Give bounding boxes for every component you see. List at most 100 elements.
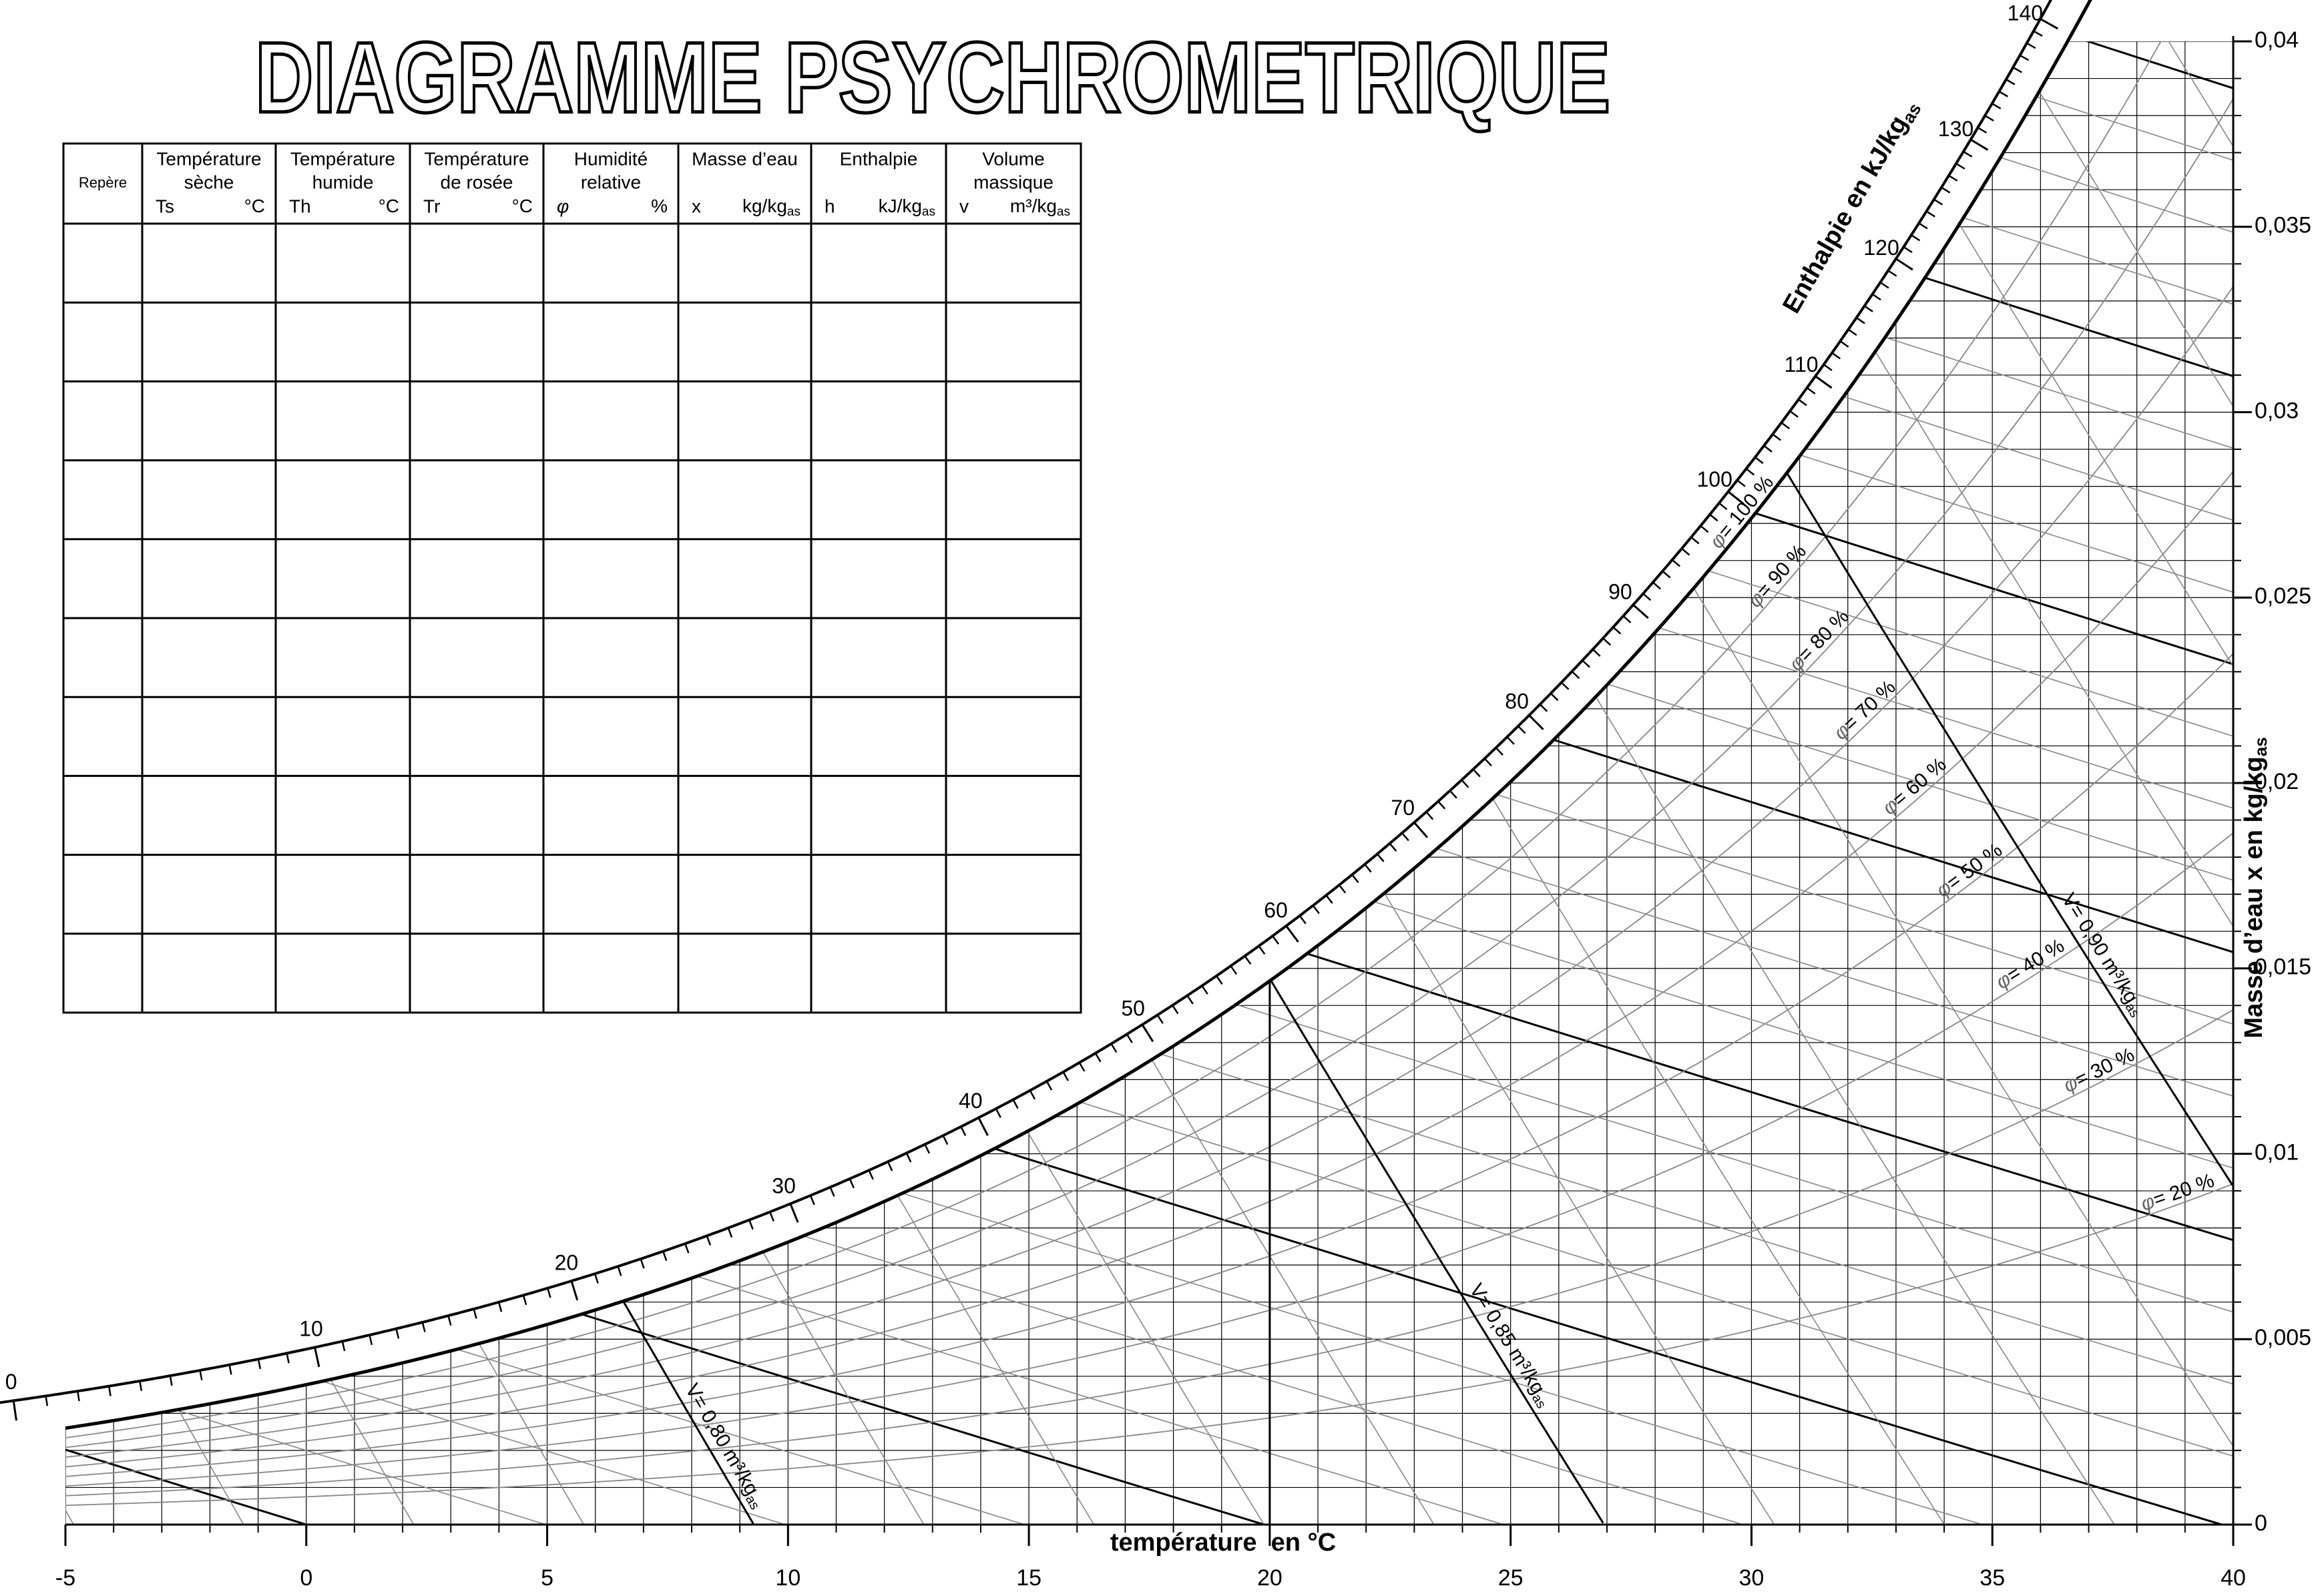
enthalpy-minor-tick <box>1299 915 1307 924</box>
x-tick-label: 30 <box>1739 1565 1765 1591</box>
rh-label-text: = 30 % <box>2072 1043 2138 1091</box>
enthalpy-minor-tick <box>1377 853 1385 862</box>
enthalpy-tick <box>1727 491 1745 505</box>
enthalpy-minor-tick <box>1172 1005 1179 1015</box>
enthalpy-tick-label: 90 <box>1608 579 1632 603</box>
enthalpy-tick <box>1815 375 1833 389</box>
enthalpy-minor-tick <box>1612 626 1622 635</box>
enthalpy-minor-tick <box>395 1328 400 1339</box>
enthalpy-minor-tick <box>169 1375 173 1386</box>
enthalpy-minor-tick <box>228 1364 232 1375</box>
table-header-unit-text: m³/kg <box>1010 196 1057 216</box>
enthalpy-minor-tick <box>1472 768 1481 778</box>
rh-label: φ= 20 % <box>2138 1169 2217 1216</box>
enthalpy-axis-label-text: Enthalpie en kJ/kg <box>1777 111 1913 318</box>
enthalpy-minor-tick <box>1839 340 1849 348</box>
enthalpy-minor-tick <box>1364 864 1372 873</box>
enthalpy-minor-tick <box>924 1143 931 1154</box>
volume-line-minor <box>187 41 2115 1525</box>
enthalpy-minor-tick <box>2026 42 2036 49</box>
rh-curve <box>65 980 2233 1497</box>
enthalpy-minor-tick <box>1258 945 1266 955</box>
enthalpy-minor-tick <box>1012 1099 1019 1109</box>
enthalpy-minor-tick <box>1186 995 1194 1005</box>
rh-label: φ= 70 % <box>1829 676 1899 744</box>
enthalpy-minor-tick <box>1389 842 1397 852</box>
enthalpy-tick-label: 50 <box>1121 996 1145 1020</box>
enthalpy-minor-tick <box>748 1220 754 1230</box>
enthalpy-minor-tick <box>1094 1053 1102 1063</box>
table-header-title: massique <box>973 172 1054 192</box>
table-header-unit-text: kJ/kg <box>879 196 922 216</box>
enthalpy-minor-tick <box>199 1370 203 1380</box>
enthalpy-line-minor <box>0 0 2233 16</box>
enthalpy-minor-tick <box>995 1108 1001 1118</box>
table-header-symbol: x <box>692 196 701 216</box>
y-tick-label: 0,035 <box>2255 213 2311 238</box>
enthalpy-minor-tick <box>1244 955 1252 965</box>
table-header-title: Température <box>290 148 395 169</box>
enthalpy-scale-curve <box>0 0 2053 1404</box>
enthalpy-minor-tick <box>1046 1081 1053 1091</box>
enthalpy-line-minor <box>65 850 2233 1525</box>
chart-title: DIAGRAMME PSYCHROMETRIQUE <box>255 21 1610 134</box>
enthalpy-minor-tick <box>522 1295 527 1306</box>
volume-line-minor <box>65 41 415 1525</box>
enthalpy-minor-tick <box>107 1386 111 1396</box>
rh-label: φ= 50 % <box>1932 839 2006 902</box>
enthalpy-line-minor <box>65 1000 2233 1525</box>
table-header-symbol: v <box>959 196 969 216</box>
enthalpy-tick-label: 80 <box>1505 690 1529 714</box>
enthalpy-minor-tick <box>1855 316 1865 324</box>
table-header-symbol: Tr <box>423 196 440 216</box>
table-header-title: Masse d’eau <box>692 148 798 169</box>
rh-curve <box>65 411 2233 1468</box>
enthalpy-minor-tick <box>1963 151 1973 158</box>
enthalpy-minor-tick <box>1652 581 1661 590</box>
rh-label: φ= 60 % <box>1878 754 1950 820</box>
table-header-title: relative <box>581 172 641 192</box>
enthalpy-minor-tick <box>849 1178 855 1189</box>
y-axis-label-sub: as <box>2251 737 2271 756</box>
volume-line-minor <box>65 41 1264 1525</box>
y-tick-label: 0 <box>2255 1511 2267 1536</box>
enthalpy-minor-tick <box>1156 1014 1164 1024</box>
volume-line-minor <box>697 41 2233 974</box>
enthalpy-tick <box>1895 258 1913 271</box>
volume-line-minor <box>1037 41 2233 460</box>
enthalpy-tick <box>977 1117 989 1136</box>
enthalpy-minor-tick <box>139 1380 143 1391</box>
volume-line <box>622 1300 754 1525</box>
table-header-unit-text: kg/kg <box>742 196 787 216</box>
table-header-unit: kg/kgas <box>742 196 800 219</box>
enthalpy-minor-tick <box>2033 30 2043 37</box>
enthalpy-tick <box>1528 714 1544 730</box>
table-header-title: humide <box>312 172 374 192</box>
y-tick-label: 0,005 <box>2255 1325 2311 1350</box>
table-header-title: de rosée <box>441 172 513 192</box>
table-header-title: Enthalpie <box>840 148 918 169</box>
enthalpy-minor-tick <box>1977 127 1988 134</box>
enthalpy-minor-tick <box>1642 593 1652 601</box>
x-tick-label: -5 <box>55 1565 75 1591</box>
enthalpy-minor-tick <box>1437 800 1446 810</box>
enthalpy-tick-label: 10 <box>299 1317 323 1341</box>
rh-curve <box>65 1164 2233 1507</box>
enthalpy-tick <box>1285 925 1299 943</box>
enthalpy-tick <box>2040 18 2059 30</box>
enthalpy-minor-tick <box>769 1212 774 1222</box>
rh-curve <box>65 41 2233 1438</box>
enthalpy-minor-tick <box>1763 445 1773 453</box>
enthalpy-minor-tick <box>1847 328 1857 336</box>
enthalpy-minor-tick <box>1831 352 1841 360</box>
enthalpy-minor-tick <box>1126 1033 1133 1043</box>
enthalpy-tick-label: 130 <box>1938 117 1973 141</box>
table-header-unit: °C <box>379 196 399 216</box>
table-header-unit: °C <box>244 196 265 216</box>
enthalpy-minor-tick <box>1718 502 1728 511</box>
enthalpy-minor-tick <box>1984 115 1994 121</box>
enthalpy-tick <box>12 1400 17 1421</box>
x-tick-label: 0 <box>300 1565 312 1591</box>
enthalpy-minor-tick <box>547 1288 551 1298</box>
